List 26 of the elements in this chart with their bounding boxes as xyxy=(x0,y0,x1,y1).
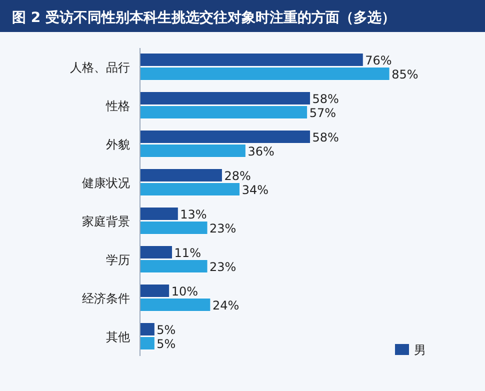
data-label: 28% xyxy=(224,168,251,183)
data-label: 85% xyxy=(392,67,418,82)
y-tick-label: 健康状况 xyxy=(82,176,130,190)
data-label: 5% xyxy=(156,336,176,351)
data-label: 13% xyxy=(180,207,207,222)
data-label: 34% xyxy=(242,182,268,197)
y-tick-label: 经济条件 xyxy=(82,291,130,306)
y-tick-label: 性格 xyxy=(105,98,130,113)
data-label: 5% xyxy=(156,322,176,337)
y-tick-label: 家庭背景 xyxy=(82,214,130,228)
y-tick-label: 外貌 xyxy=(106,137,130,152)
data-label: 36% xyxy=(248,144,274,158)
chart-title: 图 2 受访不同性别本科生挑选交往对象时注重的方面（多选） xyxy=(12,9,396,26)
data-label: 58% xyxy=(312,130,339,144)
data-label: 24% xyxy=(212,298,240,312)
data-label: 58% xyxy=(312,92,339,106)
data-label: 57% xyxy=(309,106,336,120)
y-tick-label: 学历 xyxy=(106,252,130,267)
y-tick-label: 其他 xyxy=(106,330,130,344)
legend-label: 男 xyxy=(414,343,426,357)
data-label: 23% xyxy=(210,260,236,274)
data-label: 76% xyxy=(365,53,392,68)
data-label: 23% xyxy=(210,221,236,236)
y-tick-label: 人格、品行 xyxy=(70,60,130,74)
data-label: 10% xyxy=(171,284,198,298)
data-label: 11% xyxy=(174,246,201,260)
